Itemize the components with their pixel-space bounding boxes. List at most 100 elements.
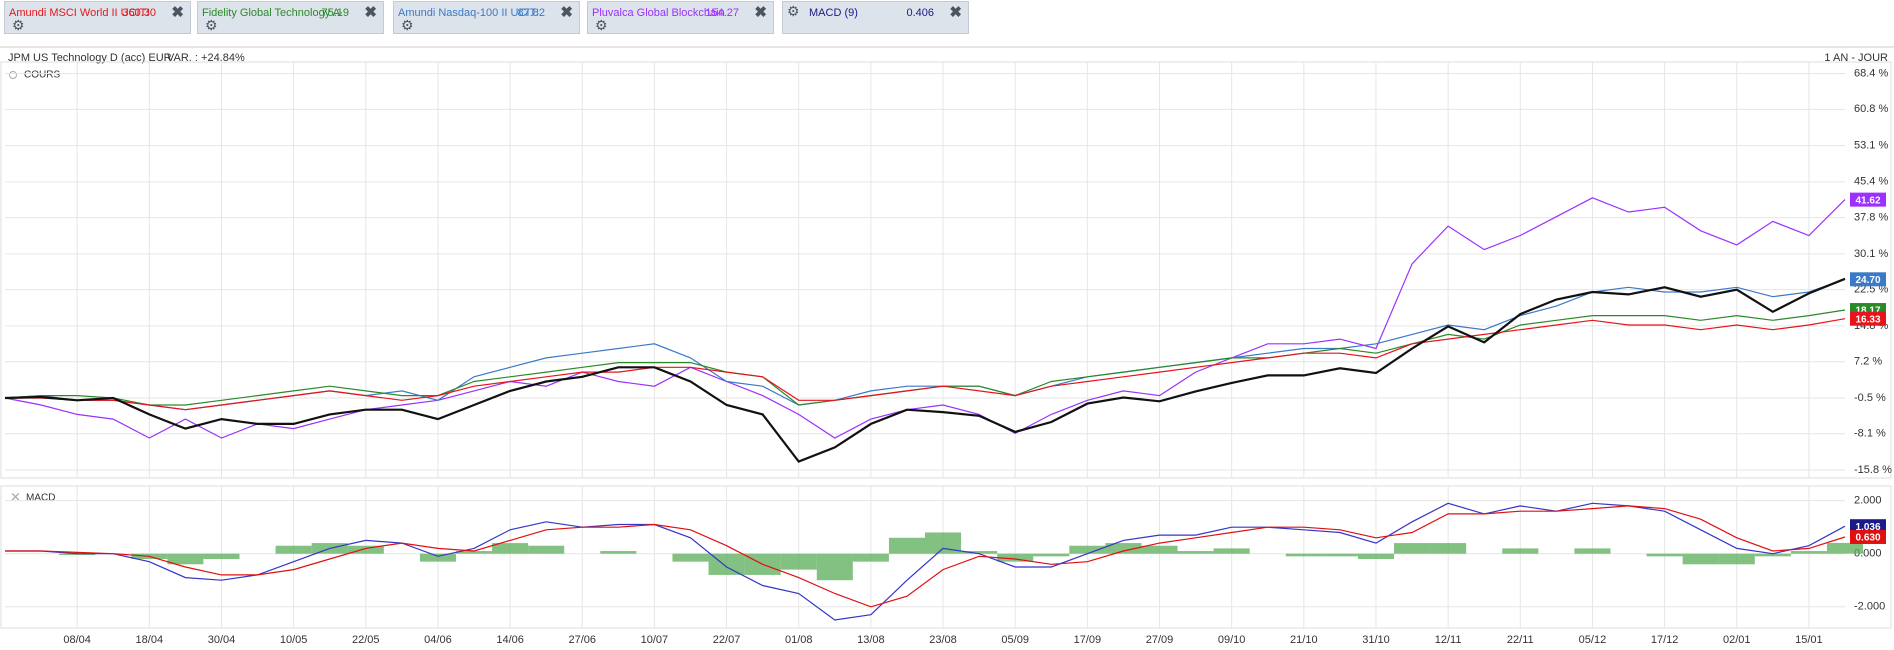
settings-button[interactable]: ⚙ xyxy=(401,17,414,33)
settings-button[interactable]: ⚙ xyxy=(595,17,608,33)
close-button[interactable]: ✖ xyxy=(171,4,184,21)
y-tick-label: 68.4 % xyxy=(1854,67,1888,79)
tab-bar: Amundi MSCI World II UCITS ETF360.30✖⚙Fi… xyxy=(0,0,1894,40)
histogram-bar xyxy=(203,553,240,559)
legend-tab[interactable]: Amundi Nasdaq-100 II UCITS ETF Acc87.82 ✖… xyxy=(393,1,580,34)
x-tick-label: 08/04 xyxy=(63,634,91,646)
series-line xyxy=(4,278,1846,411)
y-tick-label: 37.8 % xyxy=(1854,212,1888,224)
histogram-bar xyxy=(852,553,889,562)
value-label: 24.70 xyxy=(1855,275,1880,286)
histogram-bar xyxy=(167,553,204,565)
histogram-bar xyxy=(961,551,998,554)
x-tick-label: 14/06 xyxy=(496,634,524,646)
legend-name: Amundi Nasdaq-100 II UCITS ETF Acc xyxy=(398,7,538,19)
legend-tab[interactable]: MACD (9) 0.406 ✖ ⚙ xyxy=(782,1,969,34)
legend-value: 360.30 xyxy=(122,7,156,19)
pane-close[interactable]: ✕ xyxy=(10,489,21,504)
close-button[interactable]: ✖ xyxy=(949,4,962,21)
histogram-bar xyxy=(1790,551,1827,554)
x-tick-label: 01/08 xyxy=(785,634,813,646)
histogram-bar xyxy=(1574,548,1611,554)
legend-value: 75.19 xyxy=(321,7,349,19)
x-tick-label: 10/07 xyxy=(641,634,669,646)
histogram-bar xyxy=(925,532,962,554)
histogram-bar xyxy=(492,543,529,554)
y-tick-label: 2.000 xyxy=(1854,495,1882,507)
histogram-bar xyxy=(780,553,817,570)
series-line xyxy=(5,318,1846,411)
x-tick-label: 27/06 xyxy=(568,634,596,646)
series-line xyxy=(4,277,1846,463)
histogram-bar xyxy=(1069,545,1106,554)
legend-value: 154.27 xyxy=(705,7,739,19)
histogram-bar xyxy=(888,537,925,554)
legend-tab[interactable]: Pluvalca Global Blockchain 154.27 ✖ ⚙ xyxy=(587,1,774,34)
histogram-bar xyxy=(455,551,493,554)
pane-title: MACD xyxy=(26,493,55,504)
legend-tab[interactable]: Amundi MSCI World II UCITS ETF360.30 ✖ ⚙ xyxy=(4,1,191,34)
series-line xyxy=(5,505,1846,608)
y-tick-label: -8.1 % xyxy=(1854,428,1886,440)
x-tick-label: 27/09 xyxy=(1146,634,1174,646)
y-tick-label: -15.8 % xyxy=(1854,464,1892,476)
legend-name: Amundi MSCI World II UCITS ETF xyxy=(9,7,149,19)
histogram-bar xyxy=(1321,553,1358,557)
value-label: 0.630 xyxy=(1855,533,1880,544)
histogram-bar xyxy=(816,553,853,581)
histogram-bar xyxy=(600,551,637,554)
value-label: 41.62 xyxy=(1855,195,1880,206)
close-button[interactable]: ✖ xyxy=(560,4,573,21)
pane-frame xyxy=(0,485,1892,629)
histogram-bar xyxy=(1105,543,1142,554)
x-tick-label: 21/10 xyxy=(1290,634,1318,646)
histogram-bar xyxy=(1213,548,1250,554)
close-button[interactable]: ✖ xyxy=(364,4,377,21)
y-tick-label: 45.4 % xyxy=(1854,176,1888,188)
x-tick-label: 12/11 xyxy=(1435,634,1462,646)
variation: VAR. : +24.84% xyxy=(167,52,245,64)
histogram-bar xyxy=(59,553,96,556)
value-label: 16.33 xyxy=(1855,314,1880,325)
x-tick-label: 31/10 xyxy=(1362,634,1390,646)
y-tick-label: 7.2 % xyxy=(1854,356,1882,368)
histogram-bar xyxy=(528,545,565,554)
x-tick-label: 05/12 xyxy=(1579,634,1607,646)
histogram-bar xyxy=(1177,551,1214,554)
settings-button[interactable]: ⚙ xyxy=(205,17,218,33)
x-tick-label: 22/05 xyxy=(352,634,380,646)
value-label: 18.17 xyxy=(1855,306,1880,317)
y-tick-label: 60.8 % xyxy=(1854,103,1888,115)
histogram-bar xyxy=(1430,543,1467,554)
legend-name: Pluvalca Global Blockchain xyxy=(592,7,725,19)
value-label-box xyxy=(1850,519,1886,534)
pane-icon[interactable] xyxy=(9,71,17,79)
histogram-bar xyxy=(1826,542,1864,554)
legend-tab[interactable]: Fidelity Global Technology A-Dis-EUR75.1… xyxy=(197,1,384,34)
x-tick-label: 15/01 xyxy=(1795,634,1823,646)
pane-frame xyxy=(0,61,1892,479)
value-label: 1.036 xyxy=(1855,522,1880,533)
histogram-bar xyxy=(1357,553,1395,559)
close-button[interactable]: ✖ xyxy=(754,4,767,21)
settings-button[interactable]: ⚙ xyxy=(12,17,25,33)
x-tick-label: 10/05 xyxy=(280,634,308,646)
x-tick-label: 18/04 xyxy=(136,634,164,646)
histogram-bar xyxy=(1033,553,1070,557)
legend-name: MACD (9) xyxy=(809,7,858,19)
histogram-bar xyxy=(1682,553,1719,565)
x-tick-label: 04/06 xyxy=(424,634,452,646)
histogram-bar xyxy=(1394,543,1431,554)
value-label-box xyxy=(1850,272,1886,287)
histogram-bar xyxy=(672,553,709,562)
histogram-bar xyxy=(1754,553,1791,557)
y-tick-label: 22.5 % xyxy=(1854,284,1888,296)
histogram-bar xyxy=(419,553,456,562)
x-tick-label: 30/04 xyxy=(208,634,236,646)
value-label-box xyxy=(1850,311,1886,326)
settings-button[interactable]: ⚙ xyxy=(787,3,800,19)
series-line xyxy=(4,309,1846,406)
legend-name: Fidelity Global Technology A-Dis-EUR xyxy=(202,7,342,19)
